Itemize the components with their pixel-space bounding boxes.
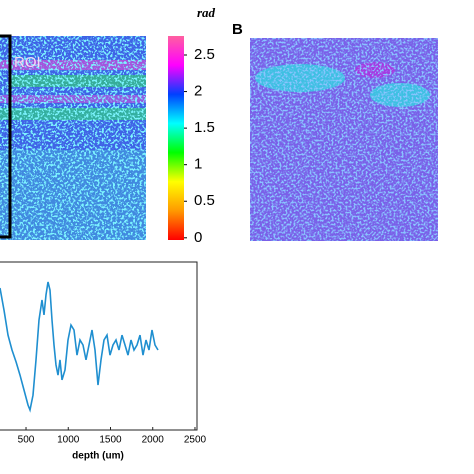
colorbar-tick-label: 1 bbox=[194, 156, 202, 173]
colorbar-tick-label: 2 bbox=[194, 83, 202, 100]
plot-frame bbox=[0, 261, 198, 431]
colorbar-axis: 0 0.5 1 1.5 2 2.5 bbox=[184, 46, 215, 246]
phase-image bbox=[250, 38, 438, 241]
phase-image: ROI bbox=[0, 34, 146, 240]
x-axis-label: depth (um) bbox=[72, 451, 124, 462]
colorbar-tick-label: 1.5 bbox=[194, 119, 215, 136]
line-plot: 500 1000 1500 2000 2500 bbox=[0, 281, 207, 446]
colorbar-title: rad bbox=[197, 5, 216, 20]
x-tick-label: 500 bbox=[18, 435, 35, 446]
colorbar-tick-label: 0 bbox=[194, 229, 202, 246]
colorbar-tick-label: 2.5 bbox=[194, 46, 215, 63]
x-tick-label: 2500 bbox=[184, 435, 207, 446]
colorbar bbox=[168, 36, 184, 240]
x-tick-label: 1000 bbox=[57, 435, 80, 446]
x-tick-label: 2000 bbox=[142, 435, 165, 446]
x-tick-label: 1500 bbox=[99, 435, 122, 446]
line-series bbox=[0, 281, 159, 413]
panel-label: B bbox=[232, 21, 243, 38]
colorbar-tick-label: 0.5 bbox=[194, 192, 215, 209]
roi-label: ROI bbox=[14, 54, 41, 71]
